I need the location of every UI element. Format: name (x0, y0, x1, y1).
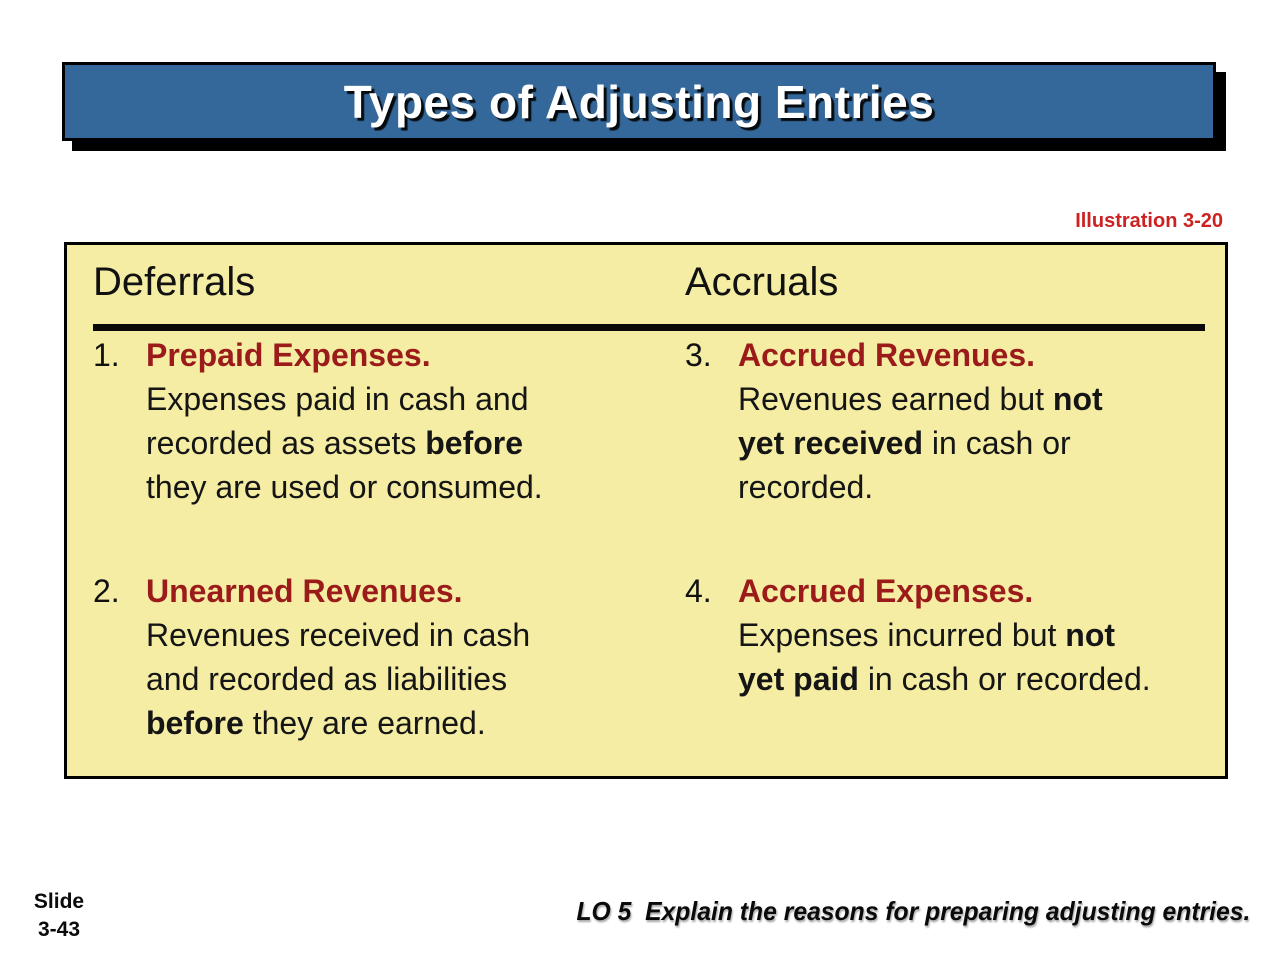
item-text-segment: they are used or consumed. (146, 469, 543, 505)
item-number: 2. (93, 573, 120, 609)
slide-number-value: 3-43 (37, 918, 81, 941)
item-text-segment: Expenses paid in cash and (146, 381, 529, 417)
illustration-reference-label: Illustration 3-20 (1075, 210, 1223, 232)
item-text: Accrued Expenses. Expenses incurred but n… (738, 569, 1151, 701)
header-underline-rule (93, 324, 1205, 331)
item-term: Prepaid Expenses. (146, 337, 431, 373)
accruals-column: Accruals 3. Accrued Revenues. Revenues ear… (685, 260, 1215, 697)
item-text-segment: not (1052, 381, 1103, 417)
item-text-segment: before (425, 425, 524, 461)
item-term: Accrued Revenues. (738, 337, 1036, 373)
item-text-segment: recorded as assets (146, 425, 426, 461)
item-text-segment: Revenues received in cash (146, 617, 531, 653)
item-text: Prepaid Expenses. Expenses paid in cash a… (146, 333, 543, 509)
item-text-segment: and recorded as liabilities (146, 661, 508, 697)
item-term: Accrued Expenses. (738, 573, 1034, 609)
column-header-accruals: Accruals (685, 260, 839, 304)
item-text-segment: in cash or recorded. (858, 661, 1151, 697)
item-term: Unearned Revenues. (146, 573, 463, 609)
title-banner: Types of Adjusting Entries (62, 62, 1216, 141)
definition-item: 4. Accrued Expenses. Expenses incurred but… (685, 569, 1151, 701)
item-text-segment: they are earned. (243, 705, 486, 741)
item-text-segment: in cash or (923, 425, 1071, 461)
item-text-segment: before (146, 705, 244, 741)
slide-title: Types of Adjusting Entries (343, 75, 935, 128)
definition-item: 1. Prepaid Expenses. Expenses paid in cash… (93, 333, 543, 509)
definition-item: 2. Unearned Revenues. Revenues received in… (93, 569, 530, 745)
slide-number-block: Slide 3-43 (24, 888, 94, 944)
learning-objective-text: LO 5 Explain the reasons for preparing a… (576, 896, 1250, 926)
item-text-segment: Expenses incurred but (738, 617, 1066, 653)
adjusting-entries-panel: Deferrals 1. Prepaid Expenses. Expenses pa… (64, 242, 1228, 779)
item-text-segment: Revenues earned but (738, 381, 1053, 417)
item-text-segment: recorded. (738, 469, 874, 505)
item-text-segment: yet paid (738, 661, 859, 697)
deferrals-column: Deferrals 1. Prepaid Expenses. Expenses pa… (93, 260, 668, 741)
slide-number-label: Slide (33, 890, 85, 913)
item-number: 3. (685, 337, 712, 373)
column-header-deferrals: Deferrals (93, 260, 256, 304)
item-text-segment: yet received (738, 425, 924, 461)
item-text: Unearned Revenues. Revenues received in c… (146, 569, 530, 745)
item-text-segment: not (1065, 617, 1116, 653)
item-text: Accrued Revenues. Revenues earned but not… (738, 333, 1103, 509)
item-number: 4. (685, 573, 712, 609)
item-number: 1. (93, 337, 120, 373)
panel-inner: Deferrals 1. Prepaid Expenses. Expenses pa… (67, 245, 1225, 776)
definition-item: 3. Accrued Revenues. Revenues earned but n… (685, 333, 1103, 509)
